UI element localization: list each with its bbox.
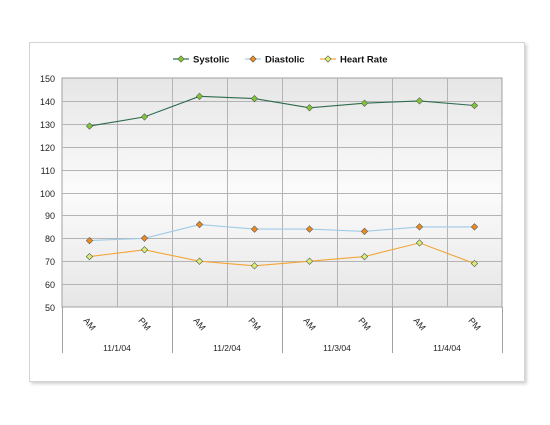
data-point-heart-rate	[195, 257, 204, 265]
data-point-heart-rate	[360, 252, 369, 261]
data-point-heart-rate	[85, 252, 94, 261]
data-point-heart-rate	[250, 262, 259, 270]
x-tick-label: AM	[301, 316, 317, 333]
x-tick-label: PM	[136, 316, 152, 333]
data-point-systolic	[360, 99, 369, 107]
x-tick-label: PM	[246, 316, 262, 333]
data-point-diastolic	[195, 220, 204, 229]
data-point-systolic	[415, 97, 424, 105]
group-label: 11/3/04	[323, 343, 351, 353]
data-point-heart-rate	[470, 259, 479, 268]
legend-label: Diastolic	[265, 55, 305, 66]
data-point-diastolic	[360, 227, 369, 236]
group-label: 11/1/04	[103, 343, 131, 353]
x-tick-label: AM	[81, 316, 97, 333]
y-tick-label: 140	[40, 97, 55, 107]
data-point-heart-rate	[415, 239, 424, 247]
data-point-systolic	[195, 92, 204, 100]
x-tick-label: PM	[356, 316, 372, 333]
data-point-diastolic	[140, 234, 149, 242]
data-point-diastolic	[250, 225, 259, 233]
data-point-heart-rate	[140, 246, 149, 254]
data-point-heart-rate	[305, 257, 314, 265]
data-point-diastolic	[470, 223, 479, 231]
y-tick-label: 80	[45, 234, 55, 244]
y-tick-label: 70	[45, 257, 55, 267]
y-tick-label: 120	[40, 143, 55, 153]
group-label: 11/4/04	[433, 343, 461, 353]
data-point-systolic	[250, 94, 259, 103]
x-tick-label: PM	[466, 316, 482, 333]
series-line-systolic	[89, 95, 475, 127]
y-tick-label: 60	[45, 280, 55, 290]
y-tick-label: 100	[40, 189, 55, 199]
y-tick-label: 150	[40, 74, 55, 84]
y-tick-label: 130	[40, 120, 55, 130]
x-tick-label: AM	[191, 316, 207, 333]
y-tick-label: 90	[45, 211, 55, 221]
legend-label: Systolic	[193, 55, 229, 66]
y-tick-label: 110	[41, 166, 55, 176]
data-point-systolic	[305, 104, 314, 112]
legend-marker	[249, 55, 257, 63]
data-point-diastolic	[85, 236, 94, 245]
series-line-heart-rate	[89, 242, 475, 267]
group-label: 11/2/04	[213, 343, 241, 353]
legend-marker	[324, 55, 332, 63]
data-point-systolic	[85, 122, 94, 130]
series-line-diastolic	[89, 224, 475, 242]
data-point-diastolic	[415, 223, 424, 231]
x-tick-label: AM	[411, 316, 427, 333]
data-point-systolic	[140, 113, 149, 121]
data-point-diastolic	[305, 225, 314, 233]
legend-marker	[177, 55, 185, 63]
y-tick-label: 50	[45, 303, 55, 313]
data-point-systolic	[470, 101, 479, 110]
legend-label: Heart Rate	[340, 55, 388, 66]
